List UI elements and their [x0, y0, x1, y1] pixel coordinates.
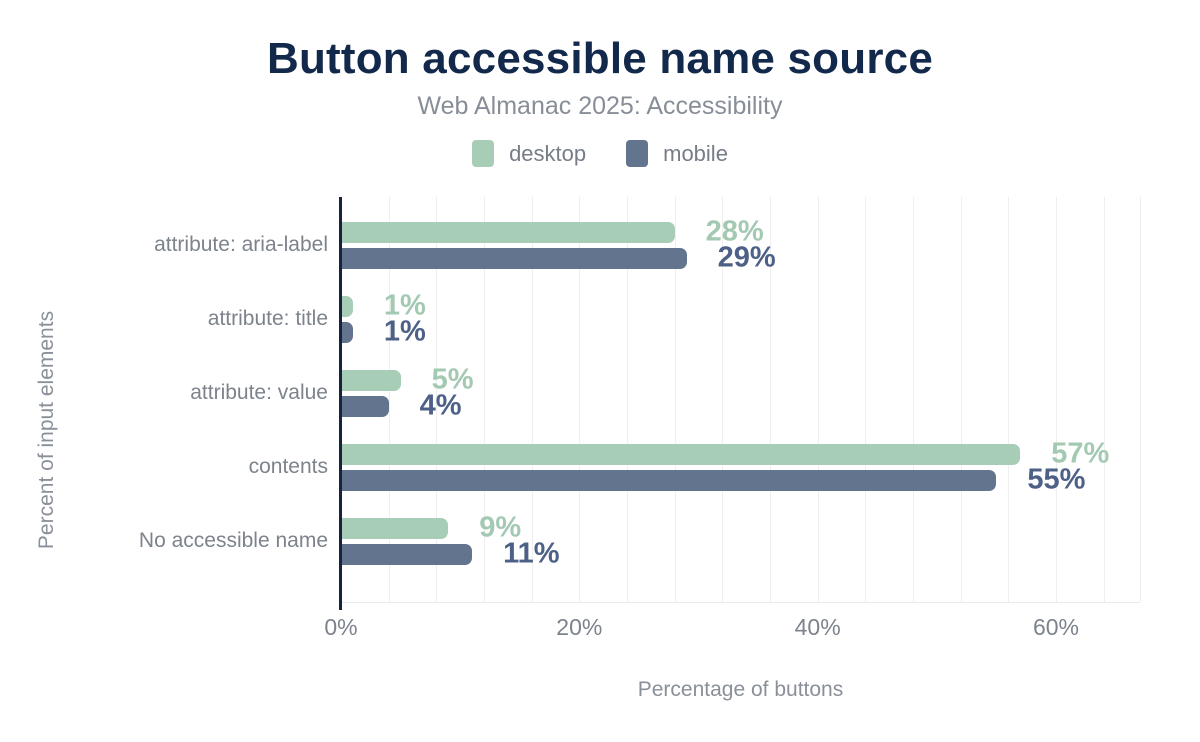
gridline	[1008, 197, 1010, 602]
category-label-0: attribute: aria-label	[154, 233, 328, 256]
bar-mobile-4[interactable]	[341, 543, 473, 565]
legend-label-mobile: mobile	[663, 140, 728, 166]
category-label-3: contents	[248, 455, 328, 478]
value-label-mobile-0: 29%	[717, 241, 776, 274]
bar-desktop-1[interactable]	[341, 295, 353, 317]
value-label-mobile-1: 1%	[383, 315, 426, 348]
gridline	[436, 197, 438, 602]
bar-mobile-2[interactable]	[341, 395, 389, 417]
plot-right-border	[1140, 197, 1141, 602]
y-axis-line	[339, 197, 342, 610]
x-tick-label-3: 60%	[1032, 614, 1080, 640]
gridline	[865, 197, 867, 602]
value-label-mobile-4: 11%	[503, 537, 560, 570]
legend: desktop mobile	[0, 140, 1200, 167]
gridline	[722, 197, 724, 602]
bar-desktop-0[interactable]	[341, 221, 675, 243]
bar-desktop-4[interactable]	[341, 517, 449, 539]
gridline	[674, 197, 676, 602]
gridline	[531, 197, 533, 602]
category-label-2: attribute: value	[190, 381, 328, 404]
bar-mobile-0[interactable]	[341, 247, 687, 269]
gridline	[388, 197, 390, 602]
gridline	[1103, 197, 1105, 602]
value-label-desktop-1: 1%	[383, 289, 426, 322]
gridline	[484, 197, 485, 602]
plot-bottom-border	[341, 602, 1140, 603]
category-label-4: No accessible name	[138, 529, 328, 552]
gridline	[913, 197, 914, 602]
legend-swatch-mobile	[626, 140, 649, 167]
y-axis-title: Percent of input elements	[35, 310, 58, 550]
value-label-mobile-2: 4%	[419, 389, 462, 422]
value-label-desktop-2: 5%	[431, 363, 474, 396]
bar-mobile-1[interactable]	[341, 321, 353, 343]
gridline	[960, 197, 962, 602]
gridline	[627, 197, 628, 602]
bar-mobile-3[interactable]	[341, 469, 997, 491]
chart-subtitle: Web Almanac 2025: Accessibility	[417, 92, 783, 120]
legend-item-desktop: desktop	[472, 140, 586, 167]
value-label-mobile-3: 55%	[1027, 463, 1086, 496]
gridline	[817, 197, 819, 602]
legend-item-mobile: mobile	[626, 140, 728, 167]
x-tick-label-0: 0%	[324, 614, 358, 640]
legend-swatch-desktop	[472, 140, 495, 167]
x-axis-title: Percentage of buttons	[637, 678, 844, 701]
x-tick-label-2: 40%	[794, 614, 841, 640]
chart-title: Button accessible name source	[266, 34, 934, 83]
value-label-desktop-4: 9%	[479, 511, 522, 544]
gridline	[579, 197, 581, 602]
value-label-desktop-0: 28%	[705, 215, 764, 248]
bar-desktop-2[interactable]	[341, 369, 401, 391]
category-label-1: attribute: title	[207, 307, 328, 330]
legend-label-desktop: desktop	[509, 140, 587, 166]
bar-desktop-3[interactable]	[341, 443, 1021, 465]
gridline	[1056, 197, 1057, 602]
value-label-desktop-3: 57%	[1051, 437, 1110, 470]
gridline	[770, 197, 771, 602]
x-tick-label-1: 20%	[556, 614, 603, 640]
